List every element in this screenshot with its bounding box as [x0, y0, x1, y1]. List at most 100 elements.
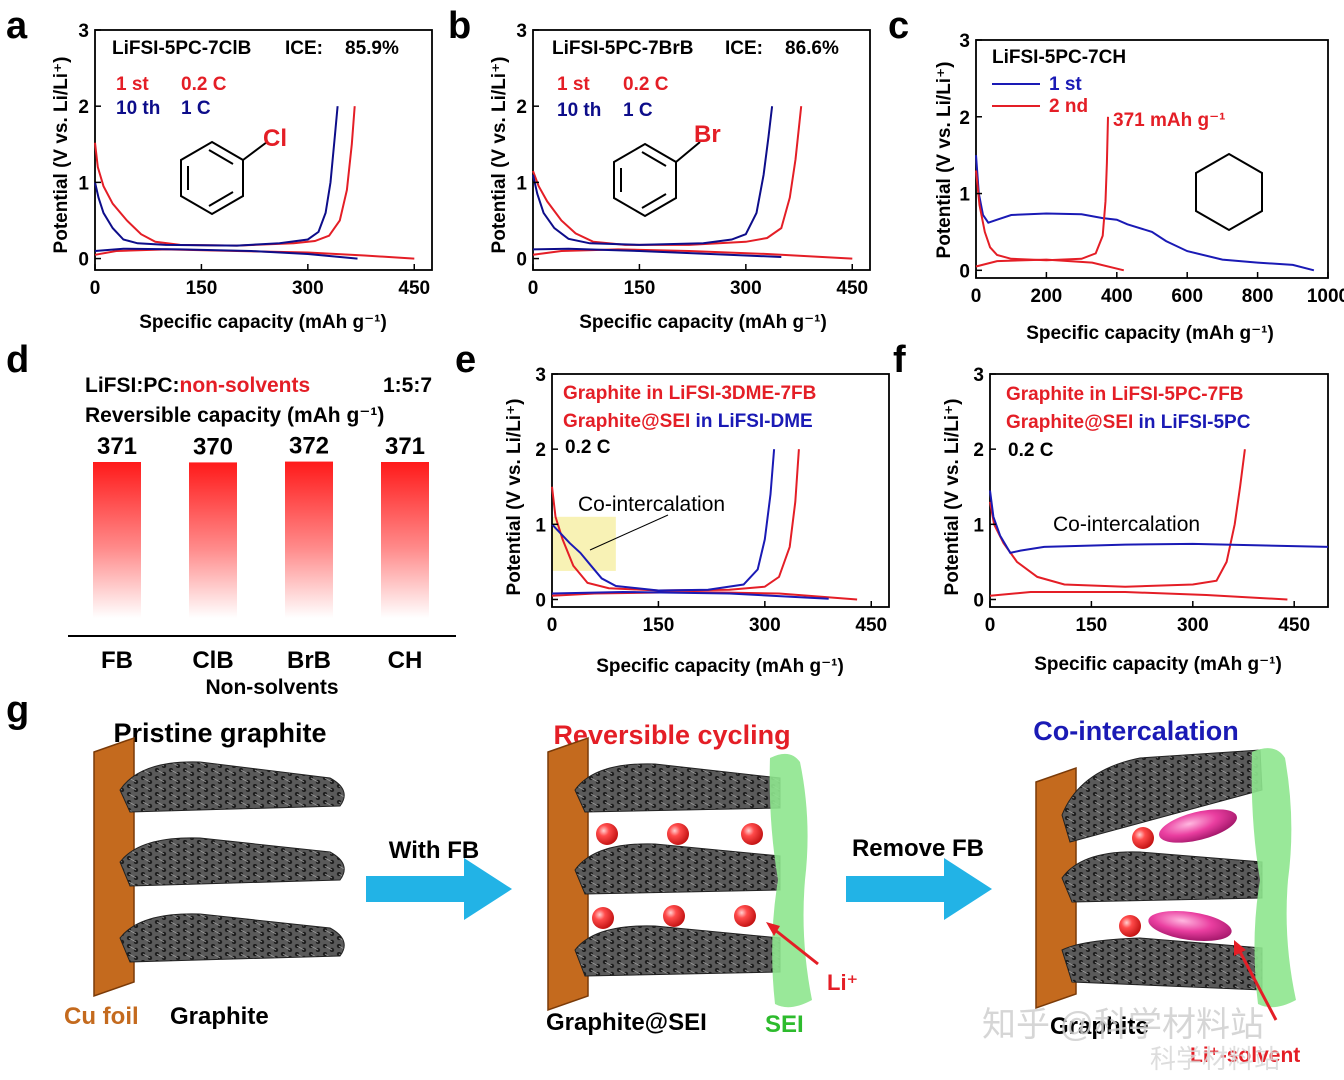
chart-a-legend-2-cycle: 10 th — [116, 98, 160, 119]
chart-e-series-line-3 — [551, 449, 776, 592]
chart-d-value-label: 370 — [193, 433, 233, 460]
chart-c-title: LiFSI-5PC-7CH — [992, 47, 1126, 68]
chart-a-legend-2-rate: 1 C — [181, 98, 211, 119]
chart-b-xtick-label: 150 — [624, 278, 656, 299]
chart-a-legend-1-cycle: 1 st — [116, 74, 149, 95]
chart-f-legend-1: Graphite in LiFSI-5PC-7FB — [1006, 384, 1244, 405]
chart-d-bar-brb — [285, 461, 333, 618]
chart-e-legend-2: Graphite@SEI in LiFSI-DME — [563, 411, 813, 432]
chart-b-ytick-label: 0 — [516, 250, 527, 271]
li-pointer-arrowhead-icon — [766, 922, 780, 936]
chart-f-xtick-label: 450 — [1278, 615, 1310, 636]
chart-d-title: LiFSI:PC:non-solvents — [85, 374, 310, 397]
chart-a-series-line-1 — [94, 106, 356, 247]
chlorobenzene-structure-icon — [180, 140, 268, 216]
chart-f-ytick-label: 0 — [973, 590, 984, 611]
chart-c-series — [975, 116, 1315, 272]
chart-f-series-line-2 — [989, 591, 1288, 601]
chart-f-series — [989, 449, 1329, 601]
stage3-title: Co-intercalation — [1033, 716, 1239, 746]
chart-a-ytick-label: 3 — [78, 21, 89, 42]
chart-e-annotation-pointer — [589, 514, 669, 551]
chart-c-xtick-label: 200 — [1031, 286, 1063, 307]
chart-b-series — [532, 106, 853, 260]
sei-layer-shape — [769, 753, 812, 1008]
chart-a-xtick-label: 450 — [398, 278, 430, 299]
schematic: Pristine graphite Reversible cycling Co-… — [64, 716, 1300, 1074]
chart-d-bar-clb — [189, 462, 237, 618]
chart-f-xtick-label: 0 — [985, 615, 996, 636]
stage2-graphite — [547, 736, 819, 1012]
chart-e-xtick-label: 300 — [749, 615, 781, 636]
chart-f-legend-2: Graphite@SEI in LiFSI-5PC — [1006, 412, 1251, 433]
chart-a-xtick-label: 150 — [186, 278, 218, 299]
chart-f-annotation: Co-intercalation — [1053, 513, 1200, 536]
chart-c-series-line-2 — [975, 116, 1109, 262]
solvent-label: Li⁺-solvent — [1190, 1044, 1300, 1067]
chart-b-ylabel: Potential (V vs. Li/Li⁺) — [489, 57, 510, 254]
chart-a-structure-label: Cl — [263, 125, 287, 152]
li-ion-icon — [741, 823, 763, 845]
chart-b-legend-1-rate: 0.2 C — [623, 74, 669, 95]
chart-d-category-label: CH — [388, 647, 423, 674]
chart-e-xlabel: Specific capacity (mAh g⁻¹) — [596, 656, 844, 677]
chart-e-legend-1: Graphite in LiFSI-3DME-7FB — [563, 383, 816, 404]
chart-c-xtick-label: 600 — [1171, 286, 1203, 307]
chart-b-title: LiFSI-5PC-7BrB — [552, 38, 693, 59]
chart-a-xlabel: Specific capacity (mAh g⁻¹) — [139, 312, 387, 333]
arrow-right-icon — [846, 858, 992, 920]
chart-f-frame — [989, 373, 1329, 608]
chart-c-xtick-label: 400 — [1101, 286, 1133, 307]
chart-b-ice-value: 86.6% — [785, 38, 839, 59]
chart-d-subtitle: Reversible capacity (mAh g⁻¹) — [85, 404, 384, 427]
chart-d-category-label: ClB — [192, 647, 233, 674]
chart-c-xtick-label: 1000 — [1307, 286, 1344, 307]
chart-c-xtick-label: 0 — [971, 286, 982, 307]
chart-b-series-line-4 — [532, 247, 782, 258]
watermark-text-2: 科学材料站 — [1150, 1044, 1280, 1074]
chart-e-series — [551, 449, 858, 601]
chart-d: LiFSI:PC:non-solvents 1:5:7 Reversible c… — [68, 374, 456, 699]
arrow-right-icon — [366, 858, 512, 920]
li-ion-icon — [592, 907, 614, 929]
graphite-layer-3c — [1061, 937, 1263, 991]
graphite-layer-3a — [1061, 749, 1263, 843]
graphite-layer-2c — [574, 925, 781, 977]
chart-e-ytick-label: 1 — [535, 515, 546, 536]
sei-layer-shape-3 — [1251, 748, 1296, 1008]
graphite-layer-2b — [574, 843, 781, 895]
bromobenzene-structure-icon — [613, 141, 701, 218]
chart-d-bar-ch — [381, 462, 429, 618]
graphite-layer-1a — [119, 761, 345, 813]
chart-b-series-line-2 — [532, 248, 853, 260]
cu-foil-shape-2 — [547, 736, 589, 1012]
chart-d-category-label: BrB — [287, 647, 331, 674]
graphite3-label: Graphite — [1050, 1013, 1149, 1040]
stage3-graphite — [1035, 748, 1296, 1021]
panel-label-c: c — [888, 5, 909, 47]
chart-f-ytick-label: 1 — [973, 515, 984, 536]
chart-a-ice-value: 85.9% — [345, 38, 399, 59]
chart-a-ytick-label: 1 — [78, 173, 89, 194]
chart-a-series — [94, 106, 415, 260]
solvent-molecule-icon — [1159, 809, 1237, 843]
chart-e-xtick-label: 0 — [547, 615, 558, 636]
graphite-layer-2a — [574, 763, 781, 813]
chart-b-ytick-label: 2 — [516, 97, 527, 118]
chart-f-xtick-label: 300 — [1177, 615, 1209, 636]
chart-c-xtick-label: 800 — [1242, 286, 1274, 307]
chart-c-ticks: 0 200 400 600 800 1000 0 1 2 3 — [959, 31, 1344, 307]
chart-f-xlabel: Specific capacity (mAh g⁻¹) — [1034, 654, 1282, 675]
li-ion-icon — [667, 823, 689, 845]
chart-e-ytick-label: 3 — [535, 365, 546, 386]
chart-c-frame — [975, 39, 1329, 279]
cyclohexane-structure-icon — [1195, 152, 1263, 232]
chart-c-xlabel: Specific capacity (mAh g⁻¹) — [1026, 323, 1274, 344]
graphite-sei-label: Graphite@SEI — [546, 1009, 707, 1036]
chart-c: 0 200 400 600 800 1000 0 1 2 3 Potential (V vs. L… — [934, 31, 1344, 344]
chart-b-ytick-label: 1 — [516, 173, 527, 194]
chart-a-legend-1-rate: 0.2 C — [181, 74, 227, 95]
